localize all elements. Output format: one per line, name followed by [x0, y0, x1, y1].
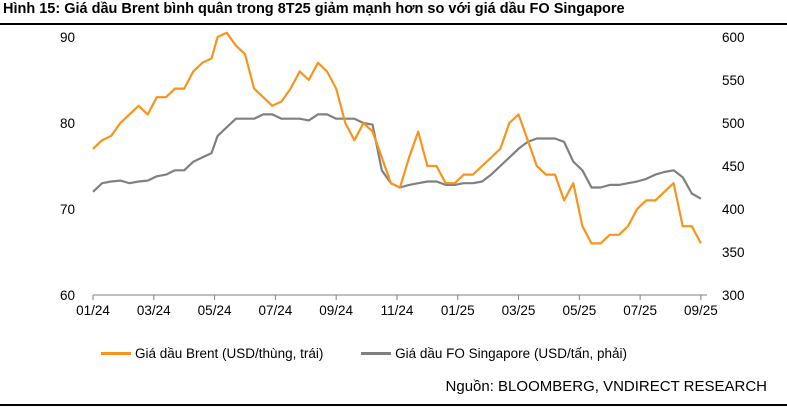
- x-tick-label: 09/25: [684, 303, 718, 318]
- x-tick-label: 01/24: [76, 303, 110, 318]
- x-tick-label: 05/24: [198, 303, 232, 318]
- bottom-rule: [0, 404, 787, 406]
- y-right-tick-label: 500: [722, 116, 745, 131]
- legend-label-brent: Giá dầu Brent (USD/thùng, trái): [135, 346, 324, 361]
- legend-item-fo-singapore: Giá dầu FO Singapore (USD/tấn, phải): [361, 346, 627, 361]
- x-tick-label: 01/25: [441, 303, 475, 318]
- legend-swatch-brent: [101, 352, 131, 355]
- chart-title: Hình 15: Giá dầu Brent bình quân trong 8…: [3, 1, 625, 17]
- source-note: Nguồn: BLOOMBERG, VNDIRECT RESEARCH: [445, 378, 767, 395]
- y-right-tick-label: 550: [722, 73, 745, 88]
- y-left-tick-label: 70: [60, 202, 75, 217]
- series-line-brent: [92, 31, 702, 245]
- y-left-tick-label: 80: [60, 116, 75, 131]
- x-tick-label: 07/24: [258, 303, 292, 318]
- x-tick-label: 09/24: [319, 303, 353, 318]
- x-tick-label: 03/25: [502, 303, 536, 318]
- y-right-tick-label: 300: [722, 288, 745, 303]
- y-right-tick-label: 400: [722, 202, 745, 217]
- legend-item-brent: Giá dầu Brent (USD/thùng, trái): [101, 346, 323, 361]
- legend-swatch-fo-singapore: [361, 352, 392, 355]
- top-rule: [0, 23, 787, 25]
- x-tick-label: 05/25: [562, 303, 596, 318]
- x-tick-label: 03/24: [137, 303, 171, 318]
- legend-label-fo-singapore: Giá dầu FO Singapore (USD/tấn, phải): [395, 346, 627, 361]
- y-left-tick-label: 90: [60, 30, 75, 45]
- x-tick-label: 11/24: [381, 303, 414, 318]
- legend: Giá dầu Brent (USD/thùng, trái) Giá dầu …: [101, 343, 661, 361]
- y-left-tick-label: 60: [60, 288, 75, 303]
- y-right-tick-label: 450: [722, 159, 745, 174]
- y-right-tick-label: 600: [722, 30, 745, 45]
- y-right-tick-label: 350: [722, 245, 745, 260]
- x-tick-label: 07/25: [623, 303, 657, 318]
